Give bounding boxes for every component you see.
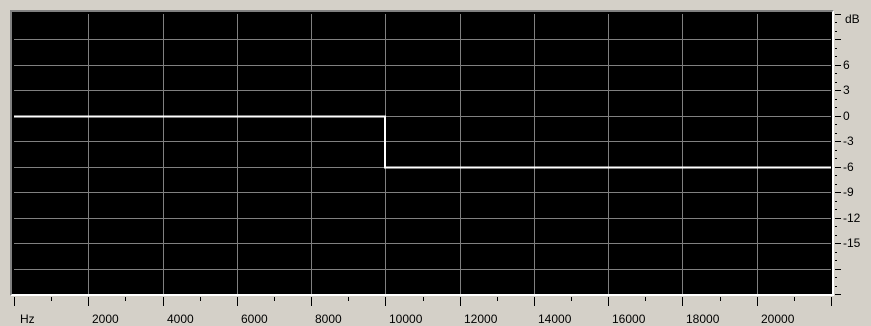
y-tick-label: -15 xyxy=(843,236,861,250)
x-unit-label: Hz xyxy=(20,312,35,326)
axis-labels: 2000 4000 6000 8000 10000 12000 14000 16000 1800… xyxy=(92,58,861,326)
x-tick-label: 20000 xyxy=(761,312,795,326)
x-tick-label: 10000 xyxy=(389,312,423,326)
plot-frame xyxy=(10,10,834,296)
grid-lines xyxy=(14,14,831,294)
y-unit-label: dB xyxy=(845,12,860,26)
y-tick-label: 6 xyxy=(843,58,850,72)
x-tick-label: 16000 xyxy=(612,312,646,326)
y-tick-label: -6 xyxy=(843,160,854,174)
y-tick-label: 0 xyxy=(843,109,850,123)
x-tick-label: 2000 xyxy=(92,312,119,326)
x-tick-label: 12000 xyxy=(464,312,498,326)
y-tick-label: -3 xyxy=(843,134,854,148)
x-tick-label: 8000 xyxy=(315,312,342,326)
eq-curve xyxy=(14,115,831,169)
x-tick-label: 14000 xyxy=(538,312,572,326)
x-tick-label: 18000 xyxy=(686,312,720,326)
x-tick-label: 4000 xyxy=(167,312,194,326)
axis-ticks xyxy=(14,14,841,306)
y-tick-label: 3 xyxy=(843,83,850,97)
y-tick-label: -12 xyxy=(843,211,861,225)
curve-layer xyxy=(14,115,831,169)
y-tick-label: -9 xyxy=(843,185,854,199)
x-tick-label: 6000 xyxy=(241,312,268,326)
